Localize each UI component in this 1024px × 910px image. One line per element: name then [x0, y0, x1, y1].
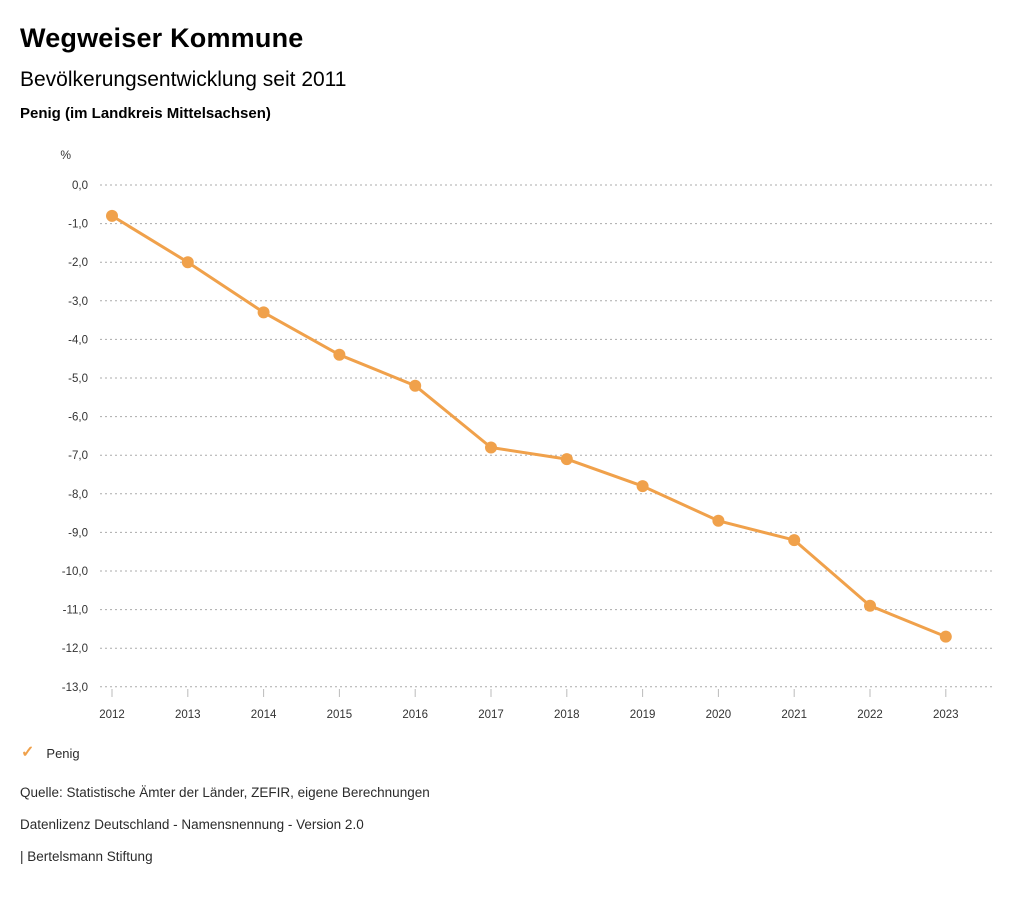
x-axis-tick-label: 2017: [478, 709, 504, 721]
x-axis-tick-label: 2014: [251, 709, 277, 721]
page-title: Wegweiser Kommune: [20, 23, 304, 53]
data-point-2016[interactable]: [409, 379, 422, 392]
x-axis-tick-label: 2012: [99, 709, 125, 721]
series-line-penig: [110, 214, 948, 639]
page: Wegweiser Kommune Bevölkerungsentwicklun…: [0, 22, 1024, 910]
y-axis-tick-label: -4,0: [68, 334, 88, 346]
chart-area: % 0,0 -1,0 -2,0 -3,0 -4,0 -5,0 -6,0 -7,0 -8,0 -9,0…: [0, 140, 1024, 730]
x-axis-tick-label: 2016: [402, 709, 428, 721]
y-axis-tick-label: -10,0: [62, 566, 88, 578]
y-axis-tick-label: -9,0: [68, 527, 88, 539]
x-axis-tick-label: 2018: [554, 709, 580, 721]
y-axis-unit-label: %: [60, 148, 71, 162]
data-point-2012[interactable]: [106, 209, 118, 222]
x-axis-tick-label: 2022: [857, 709, 883, 721]
y-axis-tick-label: 0,0: [72, 180, 88, 192]
y-axis-tick-label: -8,0: [68, 489, 88, 501]
x-axis-tick-label: 2020: [706, 709, 732, 721]
chart-title: Bevölkerungsentwicklung seit 2011: [20, 68, 347, 91]
x-axis-tick-label: 2015: [327, 709, 353, 721]
y-axis-tick-label: -2,0: [68, 257, 88, 269]
y-axis-tick-label: -5,0: [68, 373, 88, 385]
x-axis-tick-label: 2021: [781, 709, 807, 721]
data-point-2023[interactable]: [939, 630, 952, 643]
chart-region-subtitle: Penig (im Landkreis Mittelsachsen): [20, 105, 271, 122]
publisher-line: | Bertelsmann Stiftung: [20, 849, 153, 864]
data-point-2022[interactable]: [864, 599, 876, 612]
y-axis-tick-label: -13,0: [62, 682, 88, 694]
license-line: Datenlizenz Deutschland - Namensnennung …: [20, 817, 364, 832]
check-icon: ✓: [21, 744, 35, 761]
x-axis-tick-label: 2013: [175, 709, 201, 721]
y-axis-tick-label: -11,0: [63, 605, 88, 617]
y-axis-tick-label: -7,0: [68, 450, 88, 462]
y-axis-tick-label: -1,0: [68, 219, 88, 231]
data-point-2015[interactable]: [333, 348, 346, 361]
x-axis-tick-label: 2023: [933, 709, 959, 721]
data-point-2019[interactable]: [636, 480, 649, 493]
data-point-2020[interactable]: [712, 514, 725, 527]
x-axis-tick-label: 2019: [630, 709, 656, 721]
y-axis-tick-label: -12,0: [62, 643, 88, 655]
data-point-2018[interactable]: [560, 453, 573, 466]
data-point-2021[interactable]: [788, 534, 801, 547]
source-line: Quelle: Statistische Ämter der Länder, Z…: [20, 785, 430, 800]
data-point-2013[interactable]: [181, 256, 194, 269]
y-axis-tick-label: -6,0: [68, 412, 88, 424]
data-point-2014[interactable]: [257, 306, 270, 319]
data-point-2017[interactable]: [485, 441, 497, 454]
legend: ✓ Penig: [21, 744, 1024, 762]
line-chart-canvas: % 0,0 -1,0 -2,0 -3,0 -4,0 -5,0 -6,0 -7,0 -8,0 -9,0…: [60, 148, 993, 721]
legend-item-penig[interactable]: Penig: [46, 745, 80, 761]
y-axis-tick-label: -3,0: [68, 296, 88, 308]
